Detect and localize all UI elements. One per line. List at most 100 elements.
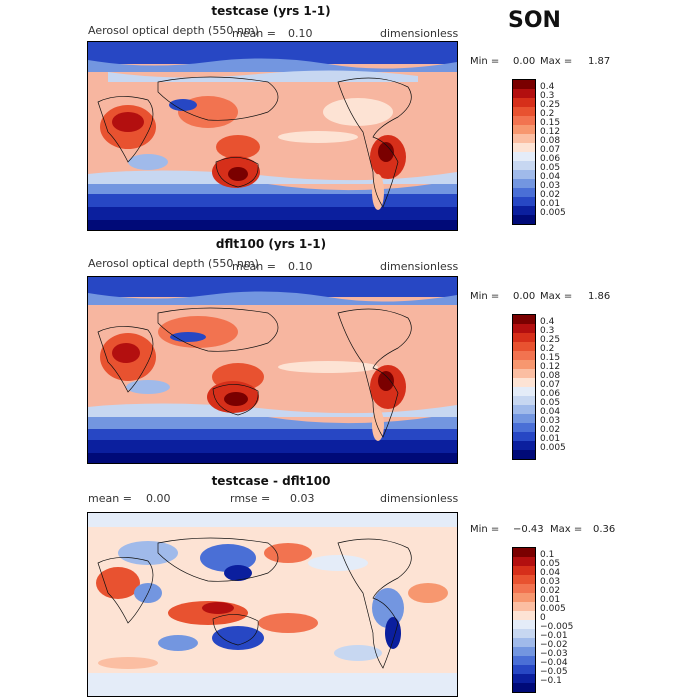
colorbar-swatch: [513, 333, 535, 342]
panel3-min-label: Min =: [470, 524, 500, 535]
colorbar-tick-label: 0.01: [540, 595, 561, 605]
colorbar-tick-label: 0.15: [540, 353, 561, 363]
colorbar-swatch: [513, 351, 535, 360]
colorbar-swatch: [513, 378, 535, 387]
panel2-variable-label: Aerosol optical depth (550 nm): [88, 257, 259, 270]
colorbar-tick-label: 0.4: [540, 317, 555, 327]
colorbar-swatch: [513, 602, 535, 611]
colorbar-tick-label: 0.08: [540, 136, 561, 146]
colorbar-tick-label: 0.04: [540, 568, 561, 578]
colorbar-tick-label: 0.005: [540, 208, 566, 218]
colorbar-tick-label: −0.01: [540, 631, 568, 641]
colorbar-tick-label: −0.05: [540, 667, 568, 677]
colorbar-swatch: [513, 315, 535, 324]
colorbar-swatch: [513, 116, 535, 125]
panel3-title: testcase - dflt100: [211, 474, 331, 488]
colorbar-swatch: [513, 206, 535, 215]
colorbar-swatch: [513, 647, 535, 656]
panel3-max-label: Max =: [550, 524, 583, 535]
panel3-colorbar-labels: 0.1 0.05 0.04 0.03 0.02 0.01 0.005 0 −0.005 −0.01…: [540, 547, 580, 691]
panel2-max-label: Max =: [540, 291, 573, 302]
panel2-min-value: 0.00: [513, 291, 536, 302]
colorbar-tick-label: −0.03: [540, 649, 568, 659]
colorbar-tick-label: 0.3: [540, 326, 555, 336]
colorbar-swatch: [513, 179, 535, 188]
panel2-mean-value: 0.10: [288, 260, 313, 273]
panel3-colorbar: [512, 547, 536, 693]
colorbar-tick-label: 0.05: [540, 163, 561, 173]
colorbar-swatch: [513, 593, 535, 602]
colorbar-swatch: [513, 80, 535, 89]
colorbar-swatch: [513, 324, 535, 333]
colorbar-tick-label: 0.02: [540, 586, 561, 596]
panel3-rmse-label: rmse =: [230, 492, 271, 505]
panel1-min-value: 0.00: [513, 56, 536, 67]
colorbar-tick-label: 0.03: [540, 416, 561, 426]
colorbar-swatch: [513, 134, 535, 143]
colorbar-tick-label: 0.07: [540, 380, 561, 390]
colorbar-tick-label: 0.01: [540, 199, 561, 209]
panel1-colorbar: [512, 79, 536, 225]
colorbar-swatch: [513, 387, 535, 396]
panel2-colorbar: [512, 314, 536, 460]
colorbar-swatch: [513, 107, 535, 116]
panel1-min-label: Min =: [470, 56, 500, 67]
colorbar-tick-label: 0.4: [540, 82, 555, 92]
colorbar-swatch: [513, 405, 535, 414]
panel2-units: dimensionless: [380, 260, 459, 273]
panel1-variable-label: Aerosol optical depth (550 nm): [88, 24, 259, 37]
colorbar-swatch: [513, 396, 535, 405]
colorbar-tick-label: 0.25: [540, 335, 561, 345]
panel2-colorbar-labels: 0.4 0.3 0.25 0.2 0.15 0.12 0.08 0.07 0.06 0.05 0.0…: [540, 314, 580, 458]
colorbar-swatch: [513, 584, 535, 593]
colorbar-tick-label: −0.02: [540, 640, 568, 650]
panel1-map-field: [88, 42, 457, 230]
colorbar-swatch: [513, 683, 535, 692]
colorbar-tick-label: −0.04: [540, 658, 568, 668]
panel1-max-value: 1.87: [588, 56, 611, 67]
panel3-rmse-value: 0.03: [290, 492, 315, 505]
colorbar-swatch: [513, 152, 535, 161]
colorbar-swatch: [513, 98, 535, 107]
colorbar-tick-label: 0.12: [540, 127, 561, 137]
colorbar-tick-label: 0.04: [540, 172, 561, 182]
colorbar-swatch: [513, 629, 535, 638]
colorbar-swatch: [513, 423, 535, 432]
colorbar-swatch: [513, 441, 535, 450]
colorbar-tick-label: 0.05: [540, 559, 561, 569]
colorbar-swatch: [513, 197, 535, 206]
colorbar-swatch: [513, 674, 535, 683]
panel1-units: dimensionless: [380, 27, 459, 40]
colorbar-swatch: [513, 170, 535, 179]
colorbar-swatch: [513, 620, 535, 629]
colorbar-swatch: [513, 575, 535, 584]
colorbar-tick-label: −0.005: [540, 622, 574, 632]
colorbar-tick-label: 0.02: [540, 190, 561, 200]
colorbar-tick-label: 0.005: [540, 443, 566, 453]
colorbar-swatch: [513, 414, 535, 423]
colorbar-swatch: [513, 360, 535, 369]
colorbar-tick-label: 0.03: [540, 577, 561, 587]
colorbar-tick-label: 0: [540, 613, 546, 623]
panel2-map: [87, 276, 458, 464]
colorbar-tick-label: 0.05: [540, 398, 561, 408]
colorbar-swatch: [513, 161, 535, 170]
panel3-mean-label: mean =: [88, 492, 132, 505]
colorbar-tick-label: 0.005: [540, 604, 566, 614]
colorbar-tick-label: 0.25: [540, 100, 561, 110]
colorbar-swatch: [513, 638, 535, 647]
colorbar-swatch: [513, 611, 535, 620]
colorbar-tick-label: 0.06: [540, 389, 561, 399]
panel1-map: [87, 41, 458, 231]
panel2-max-value: 1.86: [588, 291, 611, 302]
panel3-min-value: −0.43: [513, 524, 544, 535]
colorbar-tick-label: 0.1: [540, 550, 555, 560]
colorbar-tick-label: 0.02: [540, 425, 561, 435]
colorbar-swatch: [513, 215, 535, 224]
colorbar-tick-label: 0.06: [540, 154, 561, 164]
panel2-mean-label: mean =: [232, 260, 276, 273]
panel1-max-label: Max =: [540, 56, 573, 67]
colorbar-swatch: [513, 548, 535, 557]
season-label: SON: [508, 8, 561, 33]
colorbar-tick-label: 0.2: [540, 109, 555, 119]
